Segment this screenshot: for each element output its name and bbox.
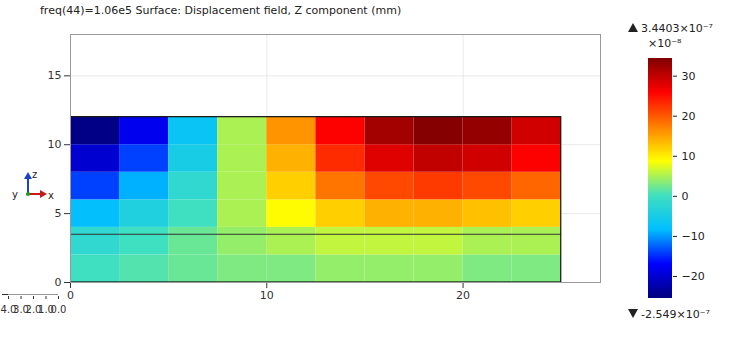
svg-text:−20: −20 [682, 270, 705, 283]
svg-text:15: 15 [48, 69, 62, 82]
svg-text:10: 10 [682, 150, 696, 163]
svg-text:1.0: 1.0 [38, 303, 54, 315]
svg-text:10: 10 [48, 138, 62, 151]
svg-text:0.0: 0.0 [50, 303, 67, 315]
svg-text:20: 20 [682, 110, 696, 123]
svg-text:0: 0 [55, 276, 62, 289]
svg-text:30: 30 [682, 70, 696, 83]
html-text:freq(44)=1.06e5 Surface: Displ: freq(44)=1.06e5 Surface: Displacement fi… [40, 4, 402, 17]
html-text:×10⁻⁸: ×10⁻⁸ [648, 37, 682, 50]
svg-text:3.0: 3.0 [13, 303, 29, 315]
svg-text:20: 20 [456, 289, 470, 302]
html-text:-2.549×10⁻⁷: -2.549×10⁻⁷ [641, 308, 710, 321]
svg-text:z: z [32, 169, 37, 180]
svg-text:5: 5 [55, 207, 62, 220]
svg-text:x: x [48, 190, 54, 201]
html-text:3.4403×10⁻⁷: 3.4403×10⁻⁷ [641, 22, 713, 35]
svg-text:0: 0 [67, 289, 74, 302]
svg-text:4.0: 4.0 [1, 304, 17, 315]
svg-text:−10: −10 [682, 230, 705, 243]
svg-text:0: 0 [682, 190, 689, 203]
svg-text:10: 10 [260, 289, 274, 302]
svg-text:2.0: 2.0 [25, 303, 42, 315]
svg-text:y: y [12, 189, 18, 200]
